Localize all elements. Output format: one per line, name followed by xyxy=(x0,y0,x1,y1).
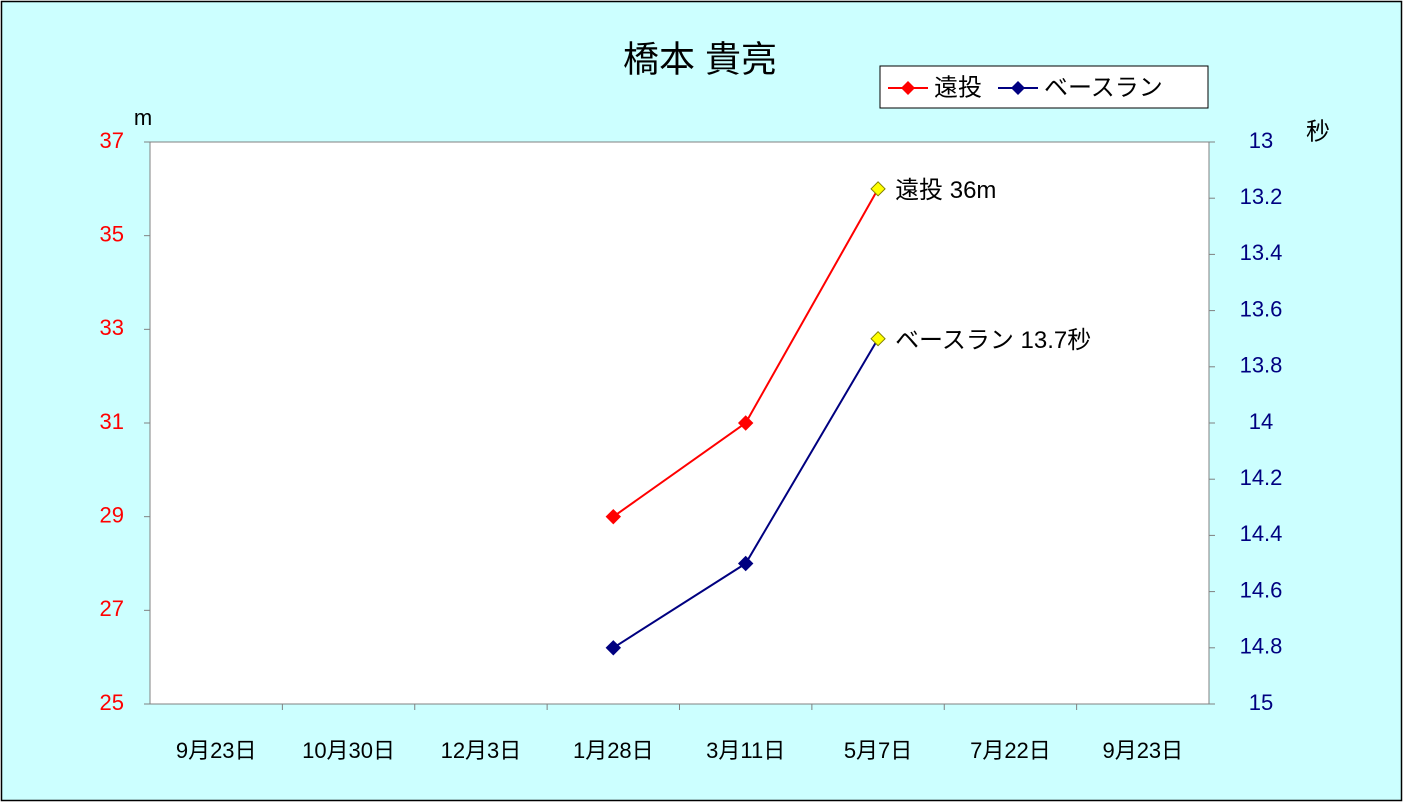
plot-area xyxy=(149,141,1210,705)
x-tick-label: 7月22日 xyxy=(970,738,1051,763)
x-tick-label: 9月23日 xyxy=(1102,738,1183,763)
x-tick-label: 3月11日 xyxy=(706,738,785,763)
data-point xyxy=(737,415,754,431)
x-tick-label: 12月3日 xyxy=(441,738,522,763)
x-tick-label: 1月28日 xyxy=(573,738,654,763)
y-tick-label: 37 xyxy=(100,128,124,153)
data-point xyxy=(870,330,886,347)
y2-tick-label: 13 xyxy=(1249,128,1273,153)
y2-axis-label: 秒 xyxy=(1306,118,1330,145)
x-tick-label: 10月30日 xyxy=(302,738,395,763)
y2-tick-label: 13.6 xyxy=(1240,296,1283,321)
chart-title: 橋本 貴亮 xyxy=(623,39,777,80)
y2-tick-label: 13.2 xyxy=(1240,184,1283,209)
data-point xyxy=(870,181,886,197)
data-point xyxy=(605,640,622,656)
legend-label: 遠投 xyxy=(934,74,982,101)
y-tick-label: 29 xyxy=(100,502,124,527)
y2-tick-label: 13.4 xyxy=(1240,240,1283,265)
legend-marker xyxy=(901,81,915,95)
data-label: 遠投 36m xyxy=(895,177,996,204)
y2-tick-label: 15 xyxy=(1249,690,1273,715)
x-tick-label: 5月7日 xyxy=(844,738,912,763)
y-axis-label: m xyxy=(134,105,152,130)
y-tick-label: 33 xyxy=(100,315,124,340)
legend-label: ベースラン xyxy=(1044,74,1163,101)
y2-tick-label: 14.6 xyxy=(1240,577,1283,602)
data-label: ベースラン 13.7秒 xyxy=(895,327,1091,354)
y-tick-label: 31 xyxy=(100,409,124,434)
y2-tick-label: 14.8 xyxy=(1240,634,1283,659)
y-tick-label: 35 xyxy=(100,221,124,246)
y2-tick-label: 14 xyxy=(1249,409,1273,434)
data-point xyxy=(737,555,754,572)
legend-marker xyxy=(1011,81,1025,95)
y2-tick-label: 14.4 xyxy=(1240,521,1283,546)
x-tick-label: 9月23日 xyxy=(176,738,257,763)
y2-tick-label: 14.2 xyxy=(1240,465,1283,490)
data-point xyxy=(605,508,622,525)
y-tick-label: 27 xyxy=(100,596,124,621)
legend xyxy=(879,65,1209,109)
y-tick-label: 25 xyxy=(100,690,124,715)
y2-tick-label: 13.8 xyxy=(1240,353,1283,378)
